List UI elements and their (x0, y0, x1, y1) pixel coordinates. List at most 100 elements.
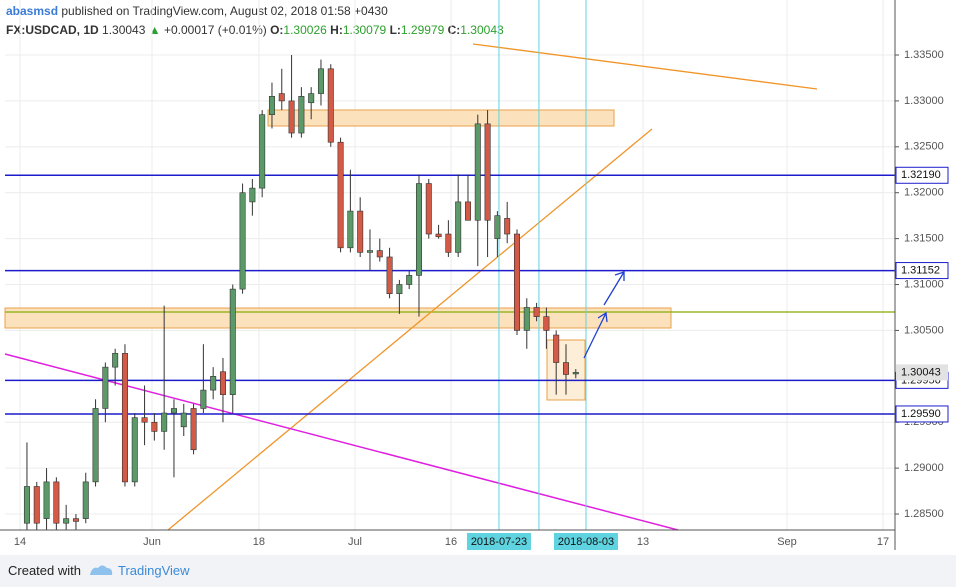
author[interactable]: abasmsd (6, 4, 59, 18)
candle-body (161, 412, 168, 432)
h: 1.30079 (342, 23, 387, 37)
candle-body (484, 123, 491, 221)
candle-body (464, 201, 471, 221)
candle-body (376, 250, 383, 258)
candle-body (33, 486, 40, 524)
x-tick-label: 13 (637, 536, 649, 548)
level-label: 1.32190 (901, 169, 941, 181)
candle-body (298, 96, 305, 134)
date-label: 2018-08-03 (558, 536, 614, 548)
candle-body (562, 362, 569, 375)
o-label: O: (270, 23, 284, 37)
candle-body (288, 100, 295, 134)
candle-body (327, 68, 334, 143)
candle-body (170, 408, 177, 414)
l: 1.29979 (400, 23, 445, 37)
y-tick-label: 1.30500 (904, 324, 944, 336)
candle-body (239, 192, 246, 290)
candle-body (92, 408, 99, 483)
logo (90, 565, 113, 575)
l-label: L: (389, 23, 401, 37)
last: 1.30043 (102, 23, 146, 37)
candle-body (337, 141, 344, 249)
o: 1.30026 (283, 23, 327, 37)
change: +0.00017 (+0.01%) (163, 23, 267, 37)
candle-body (278, 93, 285, 102)
candle-body (357, 210, 364, 253)
zone (267, 109, 615, 127)
chart: 1.33500 1.33000 1.32500 1.32000 1.31500 1.310… (0, 0, 949, 550)
candle-body (406, 275, 413, 285)
y-tick-label: 1.31000 (904, 278, 944, 290)
last-price-label: 1.30043 (901, 366, 941, 378)
candle-body (386, 256, 393, 294)
candle-body (553, 334, 560, 363)
candle-body (425, 183, 432, 235)
created: Created with (8, 563, 81, 578)
x-tick-label: 18 (253, 536, 265, 548)
quote-line: FX:USDCAD, 1D 1.30043 ▲ +0.00017 (+0.01%… (6, 23, 504, 37)
candle-body (151, 421, 158, 432)
candle-body (259, 114, 266, 189)
x-tick-label: Sep (777, 536, 797, 548)
candle-body (131, 417, 138, 483)
candle-body (396, 284, 403, 294)
candle-body (210, 376, 217, 391)
arrow (583, 311, 608, 359)
symbol: FX:USDCAD, 1D (6, 23, 99, 37)
x-tick-label: 17 (877, 536, 889, 548)
c: 1.30043 (460, 23, 504, 37)
date-label-box (466, 533, 531, 550)
brand[interactable]: TradingView (118, 563, 190, 578)
x-tick-label: Jul (348, 536, 362, 548)
level-label-box (895, 262, 949, 280)
y-tick-label: 1.31500 (904, 233, 944, 245)
candle-body (308, 93, 315, 104)
y-tick-label: 1.32500 (904, 141, 944, 153)
candle-body (435, 233, 442, 238)
arrow (603, 271, 625, 306)
date-label-box (553, 533, 618, 550)
candle-body (455, 201, 462, 253)
last-price-box (896, 364, 948, 381)
x-tick-label: 16 (445, 536, 457, 548)
candle-body (533, 307, 540, 317)
candle-body (523, 307, 530, 331)
candle-body (513, 233, 520, 331)
x-tick-label: 14 (14, 536, 26, 548)
y-tick-label: 1.33500 (904, 49, 944, 61)
trendline (167, 128, 653, 531)
level-label-box (895, 405, 949, 423)
candle-body (72, 518, 79, 522)
candle-body (43, 481, 50, 519)
trendline (4, 353, 679, 531)
level-label: 1.29590 (901, 408, 941, 420)
candle-body (180, 412, 187, 428)
y-tick-label: 1.33000 (904, 95, 944, 107)
candle-body (347, 210, 354, 249)
candle-body (23, 486, 30, 524)
candle-body (63, 518, 70, 524)
candle-body (200, 389, 207, 409)
candle-body (268, 96, 275, 115)
published: published on TradingView.com, August 02,… (61, 4, 388, 18)
x-tick-label: Jun (143, 536, 161, 548)
header-line: abasmsd published on TradingView.com, Au… (6, 4, 388, 18)
date-label: 2018-07-23 (471, 536, 527, 548)
candle-body (53, 481, 60, 524)
candle-body (317, 68, 324, 94)
level-label-box (895, 166, 949, 184)
y-tick-label: 1.32000 (904, 187, 944, 199)
candle-body (543, 316, 550, 331)
candle-body (474, 123, 481, 221)
footer: Created with TradingView (0, 555, 956, 587)
h-label: H: (330, 23, 343, 37)
candle-body (504, 218, 511, 235)
arrows (583, 271, 625, 359)
arrow: ▲ (148, 23, 161, 37)
candle-body (112, 353, 119, 368)
candle-body (366, 250, 373, 253)
candle-body (82, 481, 89, 519)
trendline (472, 43, 818, 90)
candle-body (190, 408, 197, 451)
